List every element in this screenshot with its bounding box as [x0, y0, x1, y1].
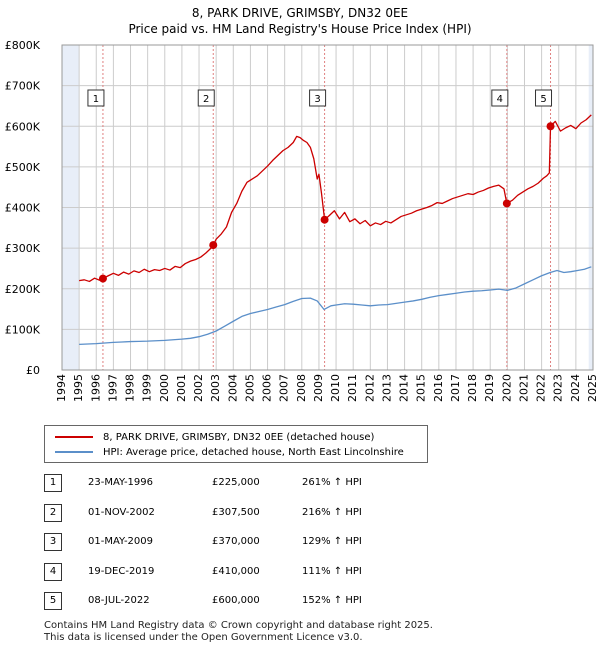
x-tick-label-2001: 2001 — [175, 374, 188, 402]
transaction-date: 23-MAY-1996 — [88, 477, 154, 488]
transaction-hpi-change: 261% ↑ HPI — [302, 477, 362, 488]
y-tick-label-300000: £300K — [5, 242, 41, 255]
x-tick-label-2006: 2006 — [261, 374, 274, 402]
x-tick-label-1998: 1998 — [124, 374, 137, 402]
footer-copyright: Contains HM Land Registry data © Crown c… — [44, 620, 433, 631]
sale-badge-5 — [535, 89, 553, 107]
x-tick-label-2019: 2019 — [483, 374, 496, 402]
y-tick-label-600000: £600K — [5, 120, 41, 133]
sale-point-1 — [98, 274, 107, 283]
x-tick-label-2002: 2002 — [192, 374, 205, 402]
footer: Contains HM Land Registry data © Crown c… — [44, 620, 433, 644]
x-tick-label-2007: 2007 — [278, 374, 291, 402]
sale-point-4 — [502, 199, 511, 208]
transaction-date: 01-NOV-2002 — [88, 506, 155, 518]
x-tick-label-2022: 2022 — [535, 374, 548, 402]
x-tick-label-2005: 2005 — [243, 374, 256, 402]
x-tick-label-2016: 2016 — [432, 374, 445, 402]
legend-label-property: 8, PARK DRIVE, GRIMSBY, DN32 0EE (detach… — [103, 431, 375, 443]
legend-swatch-hpi — [55, 451, 93, 453]
footer-licence: This data is licensed under the Open Gov… — [44, 632, 363, 643]
sale-badge-label-3: 3 — [314, 94, 320, 105]
y-tick-label-800000: £800K — [5, 39, 41, 52]
transaction-number: 1 — [44, 474, 62, 492]
x-tick-label-2003: 2003 — [209, 374, 222, 402]
sale-badge-3 — [309, 89, 327, 107]
sale-badge-label-1: 1 — [93, 94, 99, 105]
x-tick-label-2014: 2014 — [398, 374, 411, 402]
transaction-number: 3 — [44, 533, 62, 551]
transaction-number: 4 — [44, 562, 62, 581]
sale-badge-4 — [491, 89, 509, 107]
hpi-line — [79, 266, 592, 346]
sale-badge-label-5: 5 — [540, 94, 546, 105]
x-tick-label-2018: 2018 — [466, 374, 479, 402]
transaction-hpi-change: 111% ↑ HPI — [302, 565, 362, 577]
y-tick-label-700000: £700K — [5, 80, 41, 93]
legend-entry-property: 8, PARK DRIVE, GRIMSBY, DN32 0EE (detach… — [55, 430, 374, 444]
price-chart: 1 2 3 4 5 1994 1995 1996 1997 1998 1999 2000 2001 20… — [5, 39, 599, 402]
y-tick-label-200000: £200K — [5, 283, 41, 296]
transaction-price: £307,500 — [212, 506, 260, 518]
x-tick-label-2011: 2011 — [346, 374, 359, 402]
transaction-number: 5 — [44, 592, 62, 610]
x-tick-label-2010: 2010 — [329, 374, 342, 402]
x-tick-label-1995: 1995 — [72, 374, 85, 402]
x-tick-label-2023: 2023 — [552, 374, 565, 402]
x-tick-label-1997: 1997 — [106, 374, 119, 402]
legend-entry-hpi: HPI: Average price, detached house, Nort… — [55, 445, 404, 459]
transaction-hpi-change: 129% ↑ HPI — [302, 536, 362, 547]
x-tick-label-1999: 1999 — [141, 374, 154, 402]
transaction-hpi-change: 152% ↑ HPI — [302, 595, 362, 606]
x-tick-label-2008: 2008 — [295, 374, 308, 402]
x-tick-label-2000: 2000 — [158, 374, 171, 402]
sale-point-5 — [546, 122, 555, 131]
legend: 8, PARK DRIVE, GRIMSBY, DN32 0EE (detach… — [44, 425, 428, 463]
sale-badge-2 — [197, 89, 215, 107]
x-tick-label-2009: 2009 — [312, 374, 325, 402]
chart-subtitle: Price paid vs. HM Land Registry's House … — [128, 22, 472, 36]
transaction-date: 01-MAY-2009 — [88, 536, 154, 547]
x-tick-label-2004: 2004 — [226, 374, 239, 402]
transaction-number: 2 — [44, 503, 62, 522]
transaction-price: £370,000 — [212, 536, 260, 547]
legend-label-hpi: HPI: Average price, detached house, Nort… — [103, 446, 404, 458]
transaction-price: £225,000 — [212, 477, 260, 488]
y-tick-label-500000: £500K — [5, 161, 41, 174]
x-tick-label-2017: 2017 — [449, 374, 462, 402]
transaction-date: 19-DEC-2019 — [88, 565, 155, 577]
x-tick-label-1994: 1994 — [55, 374, 68, 402]
x-tick-label-1996: 1996 — [89, 374, 102, 402]
sale-badge-1 — [87, 89, 105, 107]
transaction-hpi-change: 216% ↑ HPI — [302, 506, 362, 518]
x-tick-label-2021: 2021 — [517, 374, 530, 402]
y-tick-label-100000: £100K — [5, 323, 41, 336]
y-tick-label-400000: £400K — [5, 202, 41, 215]
transaction-date: 08-JUL-2022 — [88, 595, 150, 606]
x-tick-label-2020: 2020 — [500, 374, 513, 402]
sale-badge-label-2: 2 — [203, 94, 209, 105]
transaction-price: £600,000 — [212, 595, 260, 606]
y-tick-label-0: £0 — [26, 364, 40, 377]
sale-point-3 — [320, 215, 329, 224]
x-tick-label-2013: 2013 — [380, 374, 393, 402]
x-tick-label-2015: 2015 — [415, 374, 428, 402]
chart-title: 8, PARK DRIVE, GRIMSBY, DN32 0EE — [191, 6, 409, 20]
x-tick-label-2025: 2025 — [586, 374, 599, 402]
x-tick-label-2012: 2012 — [363, 374, 376, 402]
plot-area-border — [61, 44, 594, 371]
sale-point-2 — [209, 241, 218, 250]
property-price-line — [79, 114, 592, 283]
sale-badge-label-4: 4 — [497, 94, 503, 105]
x-tick-label-2024: 2024 — [569, 374, 582, 402]
legend-swatch-property — [55, 436, 93, 438]
transaction-price: £410,000 — [212, 565, 260, 577]
